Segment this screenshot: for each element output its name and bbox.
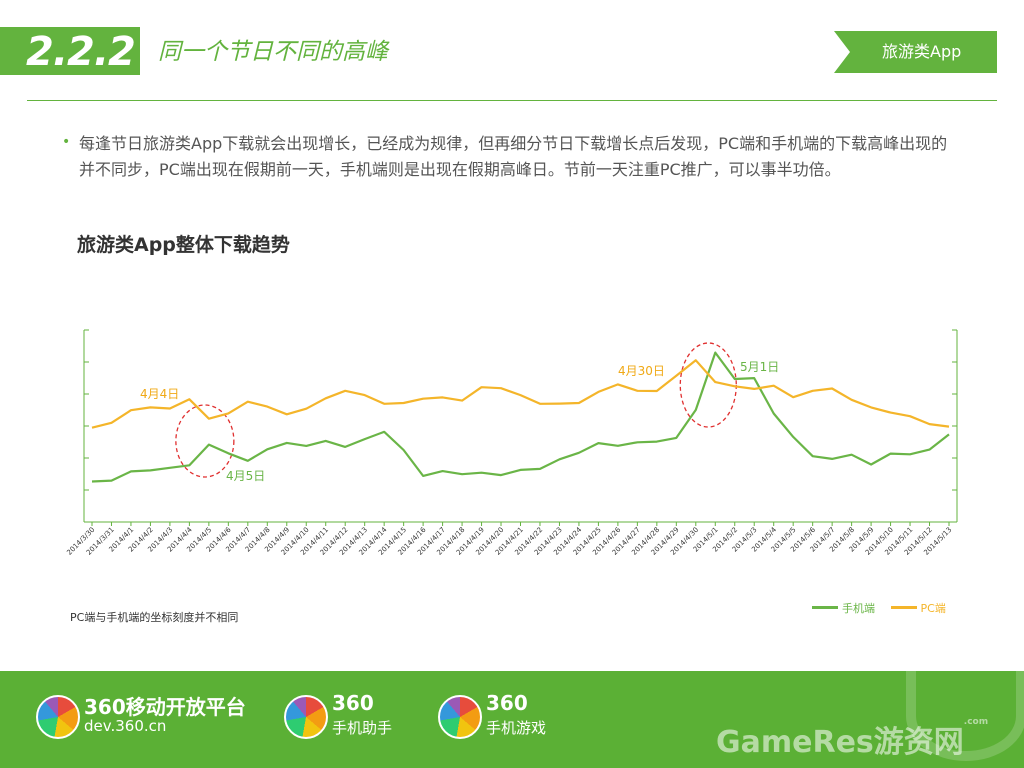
annotation-apr5: 4月5日 <box>226 469 265 483</box>
brand-mobile-games: 360 手机游戏 <box>438 687 578 747</box>
highlight-circle-may1 <box>679 342 737 428</box>
annotation-apr4: 4月4日 <box>140 387 179 401</box>
watermark: GameRes游资网.com <box>716 717 988 761</box>
bullet-paragraph: 每逢节日旅游类App下载就会出现增长，已经成为规律，但再细分节日下载增长点后发现… <box>79 134 948 179</box>
series-lines <box>91 351 950 483</box>
chart-annotations: 4月4日 4月5日 4月30日 5月1日 <box>140 360 779 483</box>
category-tag-label: 旅游类App <box>882 42 962 61</box>
highlight-circle-apr4 <box>175 404 235 478</box>
shield-decoration <box>906 671 1024 761</box>
brand-sub: 手机助手 <box>332 719 393 737</box>
360-logo-icon <box>36 695 80 739</box>
x-axis-tick-labels: 2014/3/302014/3/312014/4/12014/4/22014/4… <box>65 525 953 556</box>
annotation-may1: 5月1日 <box>740 360 779 374</box>
brand-open-platform: 360移动开放平台 dev.360.cn <box>36 687 276 747</box>
chart-legend: 手机端 PC端 <box>812 599 958 616</box>
brand-mobile-assistant: 360 手机助手 <box>284 687 424 747</box>
brand-name: 360移动开放平台 <box>84 695 246 719</box>
slide-title: 同一个节日不同的高峰 <box>158 39 388 65</box>
scale-note: PC端与手机端的坐标刻度并不相同 <box>70 611 239 624</box>
line-chart: 2014/3/302014/3/312014/4/12014/4/22014/4… <box>65 329 958 557</box>
bullet-dot-icon: • <box>62 134 71 150</box>
watermark-com: .com <box>963 717 989 727</box>
category-tag: 旅游类App <box>834 31 997 73</box>
legend-swatch-pc <box>890 606 917 609</box>
series-line-pc <box>91 359 950 429</box>
watermark-text: GameRes游资网 <box>716 725 964 760</box>
header-divider <box>27 100 997 101</box>
360-logo-icon <box>284 695 328 739</box>
highlight-circles <box>175 342 737 478</box>
series-line-mobile <box>91 351 950 483</box>
section-number: 2.2.2 <box>26 29 136 75</box>
brand-name: 360 <box>332 691 374 715</box>
brand-sub: dev.360.cn <box>84 717 167 735</box>
brand-sub: 手机游戏 <box>486 719 547 737</box>
chart-axes <box>83 329 958 526</box>
legend-item-mobile: 手机端 <box>812 600 875 616</box>
annotation-apr30: 4月30日 <box>618 364 665 378</box>
section-badge <box>0 27 140 75</box>
footer-banner: 360移动开放平台 dev.360.cn 360 手机助手 360 手机游戏 G… <box>0 671 1024 768</box>
chart-title: 旅游类App整体下载趋势 <box>77 234 290 256</box>
legend-item-pc: PC端 <box>890 600 946 616</box>
legend-label-pc: PC端 <box>920 601 946 615</box>
brand-name: 360 <box>486 691 528 715</box>
360-logo-icon <box>438 695 482 739</box>
legend-label-mobile: 手机端 <box>842 601 875 615</box>
legend-swatch-mobile <box>812 606 838 609</box>
